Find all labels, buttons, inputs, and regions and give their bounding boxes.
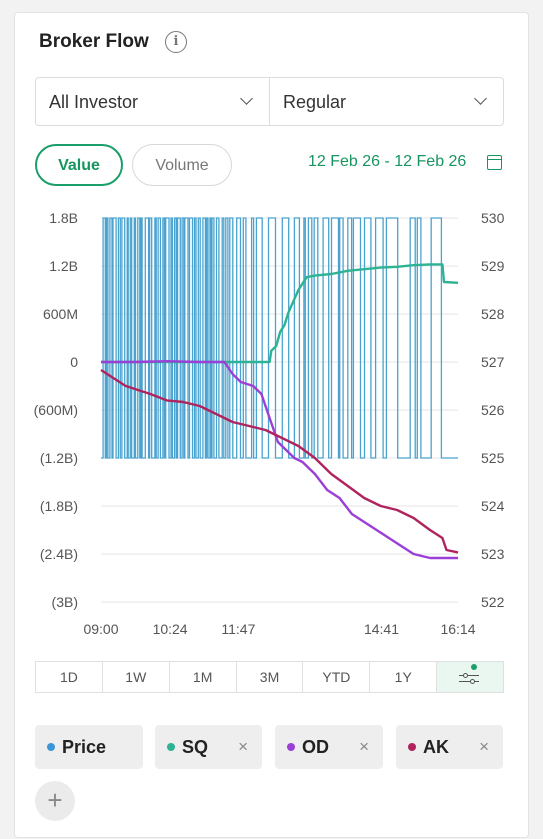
left-tick-label: (3B) [52,594,78,610]
ak-color-dot [408,743,416,751]
period-1m[interactable]: 1M [168,662,236,692]
add-series-button[interactable]: + [35,781,75,821]
left-tick-label: (1.2B) [40,450,78,466]
period-1y[interactable]: 1Y [369,662,436,692]
x-tick-label: 09:00 [83,621,118,637]
date-range[interactable]: 12 Feb 26 - 12 Feb 26 [308,153,467,170]
right-tick-label: 527 [481,354,505,370]
period-1d[interactable]: 1D [59,669,78,685]
legend-chip-label: AK [423,737,449,757]
remove-od-icon[interactable]: × [359,737,369,756]
market-select-value: Regular [283,92,347,112]
legend-chip-price[interactable]: Price [35,725,143,769]
x-tick-label: 14:41 [364,621,399,637]
od-series-line [101,360,458,560]
left-tick-label: (2.4B) [40,546,78,562]
chart-settings-button[interactable] [436,662,504,692]
value-toggle-button[interactable]: Value [35,144,123,186]
right-tick-label: 530 [481,210,505,226]
legend-chip-label: OD [302,737,329,757]
market-select[interactable]: Regular [269,78,503,125]
legend-chip-label: Price [62,737,107,757]
investor-select-value: All Investor [49,92,139,112]
calendar-icon[interactable] [487,155,502,170]
sliders-icon [459,672,480,684]
price-color-dot [47,743,55,751]
right-tick-label: 529 [481,258,505,274]
right-tick-label: 523 [481,546,505,562]
legend-chip-ak[interactable]: AK × [396,725,503,769]
left-tick-label: (600M) [34,402,78,418]
broker-flow-card: Broker Flow i All Investor Regular Value… [14,12,529,838]
info-icon[interactable]: i [165,31,187,53]
period-ytd[interactable]: YTD [302,662,369,692]
settings-indicator-dot [471,664,478,670]
right-tick-label: 522 [481,594,505,610]
right-tick-label: 525 [481,450,505,466]
period-selector: 1D 1W 1M 3M YTD 1Y [35,661,504,693]
left-tick-label: 1.8B [49,210,78,226]
ak-series-line [100,368,459,554]
legend-chip-od[interactable]: OD × [275,725,383,769]
right-tick-label: 526 [481,402,505,418]
price-series-line [101,217,458,459]
left-tick-label: 600M [43,306,78,322]
filter-selects: All Investor Regular [35,77,504,126]
legend-chip-sq[interactable]: SQ × [155,725,262,769]
left-tick-label: 0 [70,354,78,370]
broker-flow-chart: 1.8B 530 1.2B 529 600M 528 0 527 (600M) 526 (1.2B)… [34,210,505,637]
od-color-dot [287,743,295,751]
remove-ak-icon[interactable]: × [479,737,489,756]
sq-color-dot [167,743,175,751]
right-tick-label: 528 [481,306,505,322]
volume-toggle-button[interactable]: Volume [132,144,232,186]
period-3m[interactable]: 3M [235,662,303,692]
left-tick-label: (1.8B) [40,498,78,514]
page-title: Broker Flow [39,31,149,52]
x-tick-label: 11:47 [221,621,255,637]
investor-select[interactable]: All Investor [36,78,269,125]
x-tick-label: 16:14 [440,621,475,637]
x-tick-label: 10:24 [153,621,188,637]
right-tick-label: 524 [481,498,505,514]
remove-sq-icon[interactable]: × [238,737,248,756]
period-1w[interactable]: 1W [101,662,169,692]
legend-chip-label: SQ [182,737,209,757]
sq-series-line [101,263,459,364]
left-tick-label: 1.2B [49,258,78,274]
